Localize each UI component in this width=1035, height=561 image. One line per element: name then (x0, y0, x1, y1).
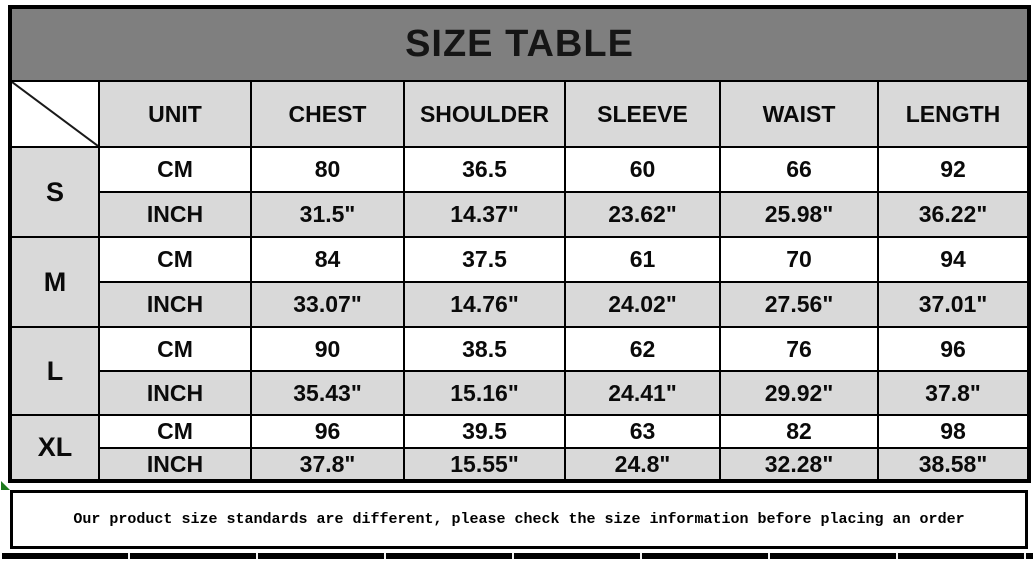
value-cell: 24.02" (564, 281, 721, 328)
note-text: Our product size standards are different… (73, 511, 965, 528)
value-cell: 61 (564, 236, 721, 283)
value-cell: 37.01" (877, 281, 1030, 328)
value-cell: 37.5 (403, 236, 566, 283)
value-cell: 15.55" (403, 447, 566, 482)
value-cell: 24.41" (564, 370, 721, 416)
title-row: SIZE TABLE (9, 6, 1030, 82)
value-cell: 38.58" (877, 447, 1030, 482)
value-cell: 36.22" (877, 191, 1030, 238)
value-cell: 37.8" (877, 370, 1030, 416)
unit-cell: INCH (98, 447, 252, 482)
value-cell: 14.37" (403, 191, 566, 238)
size-table: SIZE TABLE UNIT CHEST SHOULDER SLEEVE WA… (8, 5, 1031, 483)
table-row: M CM 84 37.5 61 70 94 (9, 236, 1030, 328)
value-cell: 63 (564, 414, 721, 449)
value-cell: 15.16" (403, 370, 566, 416)
note-box: Our product size standards are different… (10, 490, 1028, 549)
value-cell: 38.5 (403, 326, 566, 372)
table-row: L CM 90 38.5 62 76 96 (9, 326, 1030, 416)
size-label-s: S (9, 146, 100, 238)
value-cell: 35.43" (250, 370, 405, 416)
value-cell: 39.5 (403, 414, 566, 449)
value-cell: 80 (250, 146, 405, 193)
value-cell: 36.5 (403, 146, 566, 193)
value-cell: 94 (877, 236, 1030, 283)
value-cell: 24.8" (564, 447, 721, 482)
value-cell: 76 (719, 326, 879, 372)
size-label-l: L (9, 326, 100, 416)
table-row: XL CM 96 39.5 63 82 98 (9, 414, 1030, 482)
value-cell: 96 (877, 326, 1030, 372)
value-cell: 70 (719, 236, 879, 283)
value-cell: 92 (877, 146, 1030, 193)
value-cell: 84 (250, 236, 405, 283)
unit-cell: CM (98, 414, 252, 449)
unit-cell: CM (98, 326, 252, 372)
size-label-m: M (9, 236, 100, 328)
unit-cell: CM (98, 146, 252, 193)
diagonal-corner-cell (9, 80, 100, 148)
value-cell: 62 (564, 326, 721, 372)
value-cell: 25.98" (719, 191, 879, 238)
value-cell: 27.56" (719, 281, 879, 328)
header-cell-length: LENGTH (877, 80, 1030, 148)
value-cell: 29.92" (719, 370, 879, 416)
header-cell-shoulder: SHOULDER (403, 80, 566, 148)
table-row: INCH 31.5" 14.37" 23.62" 25.98" 36.22" (10, 191, 1030, 238)
table-row: INCH 35.43" 15.16" 24.41" 29.92" 37.8" (10, 370, 1030, 416)
unit-cell: INCH (98, 370, 252, 416)
header-row: UNIT CHEST SHOULDER SLEEVE WAIST LENGTH (9, 80, 1030, 148)
size-table-title: SIZE TABLE (9, 6, 1030, 82)
unit-cell: INCH (98, 191, 252, 238)
bottom-image-edge (2, 553, 1033, 559)
value-cell: 90 (250, 326, 405, 372)
value-cell: 98 (877, 414, 1030, 449)
value-cell: 32.28" (719, 447, 879, 482)
value-cell: 14.76" (403, 281, 566, 328)
value-cell: 96 (250, 414, 405, 449)
table-row: INCH 33.07" 14.76" 24.02" 27.56" 37.01" (10, 281, 1030, 328)
header-cell-sleeve: SLEEVE (564, 80, 721, 148)
unit-cell: INCH (98, 281, 252, 328)
header-cell-unit: UNIT (98, 80, 252, 148)
value-cell: 37.8" (250, 447, 405, 482)
unit-cell: CM (98, 236, 252, 283)
table-row: INCH 37.8" 15.55" 24.8" 32.28" 38.58" (10, 447, 1030, 482)
value-cell: 31.5" (250, 191, 405, 238)
header-cell-waist: WAIST (719, 80, 879, 148)
value-cell: 82 (719, 414, 879, 449)
value-cell: 66 (719, 146, 879, 193)
value-cell: 23.62" (564, 191, 721, 238)
size-label-xl: XL (9, 414, 100, 482)
green-corner-marker (1, 481, 10, 490)
value-cell: 60 (564, 146, 721, 193)
diagonal-line (12, 82, 98, 146)
value-cell: 33.07" (250, 281, 405, 328)
table-row: S CM 80 36.5 60 66 92 (9, 146, 1030, 238)
header-cell-chest: CHEST (250, 80, 405, 148)
